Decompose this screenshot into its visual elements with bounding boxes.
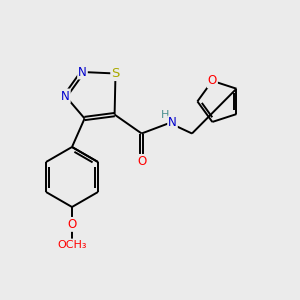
Text: N: N [61, 89, 70, 103]
Text: H: H [161, 110, 169, 120]
Text: O: O [208, 74, 217, 87]
Text: N: N [78, 65, 87, 79]
Text: OCH₃: OCH₃ [57, 239, 87, 250]
Text: O: O [68, 218, 76, 231]
Text: S: S [111, 67, 120, 80]
Text: O: O [137, 155, 146, 168]
Text: N: N [168, 116, 177, 130]
